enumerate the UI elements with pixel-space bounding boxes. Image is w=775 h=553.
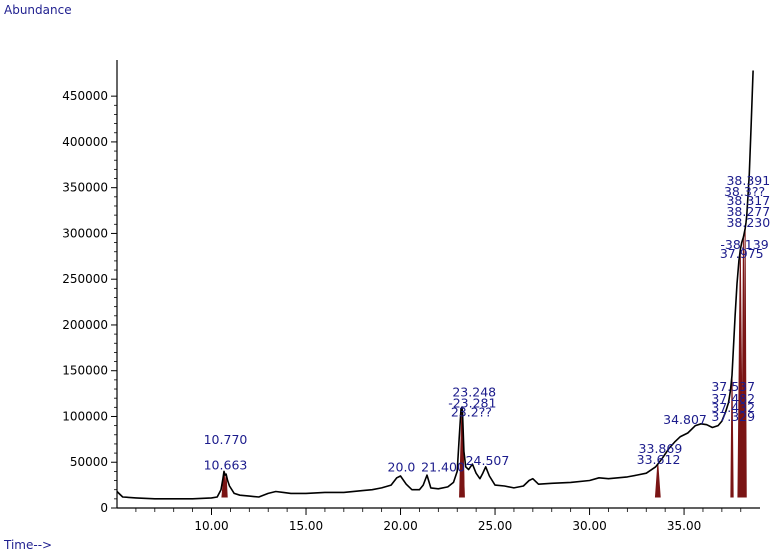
axes: 0 50000 100000 150000 200000 250000 300000 3500… [62,60,760,533]
x-tick-label: 20.00 [383,519,417,533]
x-tick-label: 30.00 [572,519,606,533]
peak-annotation: 20.0 [388,459,416,474]
peak-annotation: -38.139 [720,237,768,252]
y-tick-label: 250000 [62,272,108,286]
integrated-peak [224,474,228,498]
y-tick-label: 350000 [62,181,108,195]
x-tick-label: 15.00 [289,519,323,533]
peak-annotation: 10.770 [204,432,248,447]
peak-annotation: 23.248 [452,384,496,399]
y-tick-label: 0 [100,501,108,515]
y-tick-label: 150000 [62,364,108,378]
x-tick-label: 25.00 [478,519,512,533]
peak-labels: 10.770 10.663 20.0 21.400 23.248-23.28123.2?… [204,173,771,474]
peak-annotation: 33.612 [637,452,681,467]
peak-fills [221,228,747,498]
peak-annotation: 24.507 [466,453,510,468]
peak-annotation: 37.482 [711,391,755,406]
y-axis-label: Abundance [4,3,72,17]
peak-annotation: 37.975 [720,246,764,261]
y-tick-label: 100000 [62,409,108,423]
signal-trace [116,70,754,500]
integrated-peak [460,411,465,498]
integrated-peak [730,375,734,498]
peak-annotation: 34.807 [663,412,707,427]
integrated-peak [654,464,661,498]
x-axis-label: Time--> [3,538,52,552]
y-tick-label: 200000 [62,318,108,332]
y-tick-label: 50000 [70,455,108,469]
integrated-peak [737,249,744,498]
integrated-peak [743,228,747,498]
peak-annotation: 23.2?? [451,404,492,419]
peak-annotation: 38.230 [726,215,770,230]
peak-annotation: 33.869 [639,441,683,456]
peak-annotation: 37.432 [711,400,755,415]
y-tick-label: 400000 [62,135,108,149]
peak-annotation: 37.537 [711,379,755,394]
peak-annotation: 21.400 [421,459,465,474]
y-tick-label: 450000 [62,89,108,103]
series-line [116,70,754,500]
peak-annotation: -23.281 [448,395,496,410]
peak-annotation: 10.663 [204,458,248,473]
y-tick-label: 300000 [62,226,108,240]
peak-annotation: 38.277 [726,204,770,219]
peak-annotation: 38.391 [726,173,770,188]
x-tick-label: 10.00 [194,519,228,533]
x-tick-label: 35.00 [667,519,701,533]
peak-annotation: 38.3?? [724,184,765,199]
peak-annotation: 37.329 [711,409,755,424]
peak-annotation: 38.317 [726,193,770,208]
